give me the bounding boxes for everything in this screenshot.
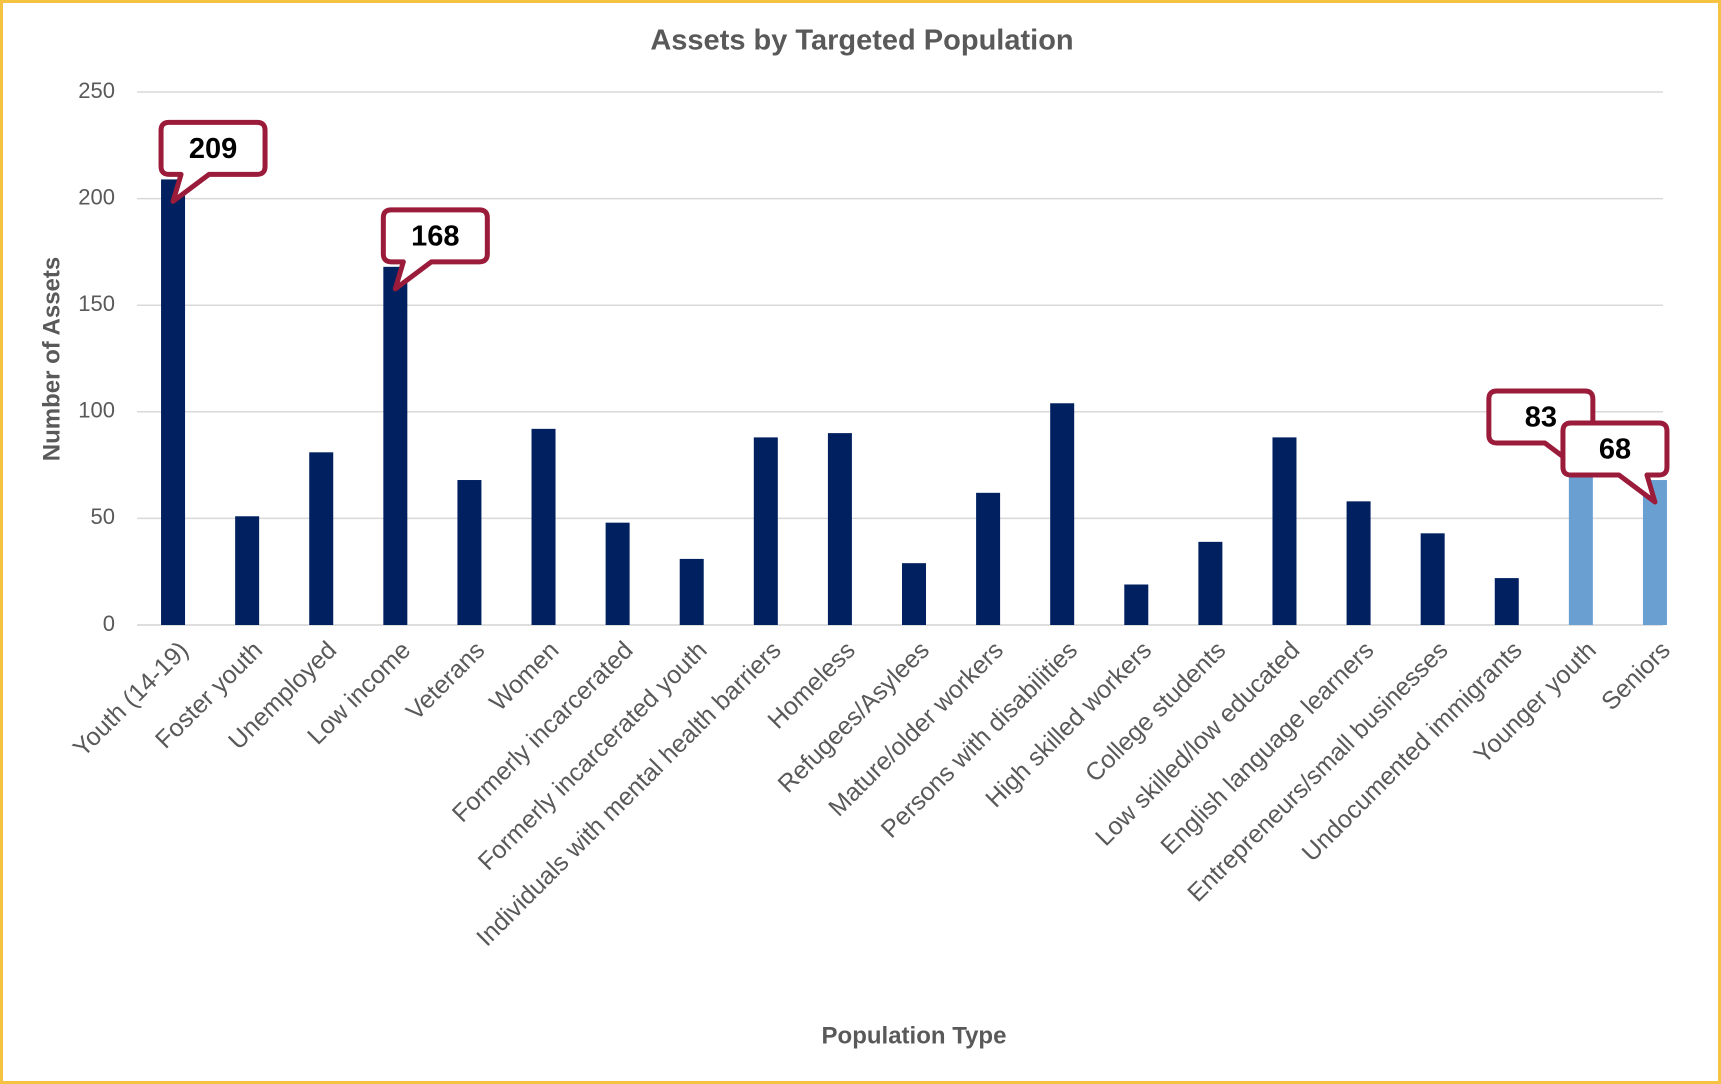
y-axis-title: Number of Assets [38, 257, 65, 462]
bar [235, 516, 260, 625]
x-axis-title: Population Type [822, 1022, 1007, 1049]
bar [1494, 578, 1519, 625]
bar [1050, 403, 1075, 625]
bar [383, 266, 408, 625]
callout [158, 119, 268, 204]
y-tick-label: 200 [78, 184, 115, 209]
bar [309, 452, 334, 625]
chart-title: Assets by Targeted Population [650, 25, 1073, 57]
bar [161, 179, 186, 626]
bar [1568, 448, 1593, 625]
y-tick-label: 250 [78, 78, 115, 103]
y-tick-label: 150 [78, 291, 115, 316]
bar [1346, 501, 1371, 625]
callout [380, 207, 490, 292]
bar [1124, 584, 1149, 625]
y-tick-label: 50 [91, 504, 115, 529]
data-label: 68 [1599, 434, 1631, 466]
y-tick-label: 0 [103, 611, 115, 636]
data-label: 168 [411, 220, 459, 252]
bar [679, 558, 704, 625]
bar [753, 437, 778, 625]
bar [976, 492, 1001, 625]
data-label: 209 [189, 133, 237, 165]
bar [1198, 541, 1223, 625]
bar [827, 433, 852, 625]
bar [1420, 533, 1445, 625]
callout [1560, 420, 1670, 505]
bar [531, 428, 556, 625]
y-tick-label: 100 [78, 398, 115, 423]
bar [1272, 437, 1297, 625]
bar [605, 522, 630, 625]
bar [902, 563, 926, 625]
data-label: 83 [1525, 402, 1557, 434]
bar [457, 480, 482, 625]
